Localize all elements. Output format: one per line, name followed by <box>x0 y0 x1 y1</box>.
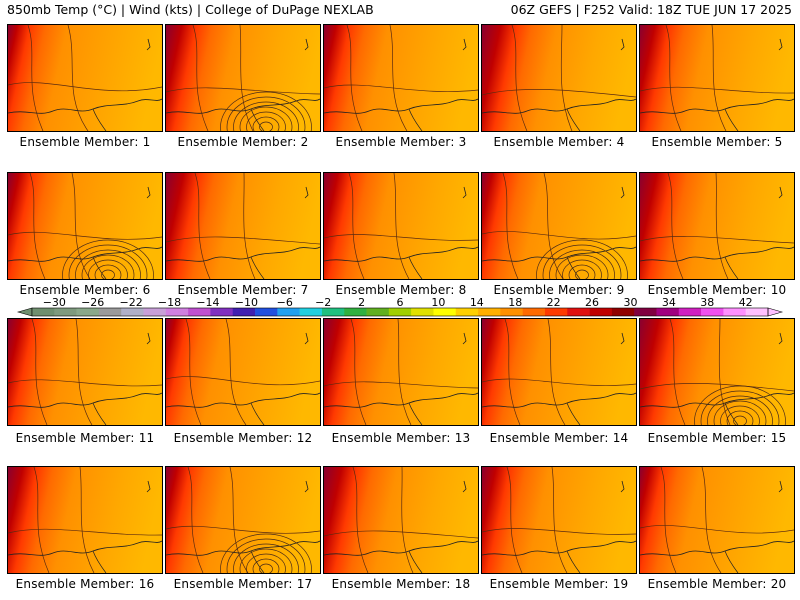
colorbar-tick-label: 22 <box>547 296 561 309</box>
map-title: 850mb Temp (°C) | Wind (kts) | College o… <box>7 2 374 17</box>
ensemble-member-label: Ensemble Member: 13 <box>331 431 471 445</box>
colorbar-swatch <box>188 308 211 316</box>
colorbar-tick-label: 42 <box>739 296 753 309</box>
colorbar-swatch <box>589 308 613 316</box>
ensemble-member-map <box>639 318 795 426</box>
colorbar-tick-label: 18 <box>508 296 522 309</box>
ensemble-member-map <box>7 466 163 574</box>
colorbar-swatch <box>500 308 523 316</box>
ensemble-member-label: Ensemble Member: 14 <box>489 431 629 445</box>
colorbar-tick-label: 38 <box>700 296 714 309</box>
colorbar-tick-label: 10 <box>431 296 445 309</box>
ensemble-member-map <box>323 466 479 574</box>
colorbar-swatch <box>165 308 189 316</box>
colorbar-swatch <box>344 308 367 316</box>
ensemble-member-label: Ensemble Member: 15 <box>647 431 787 445</box>
ensemble-member-label: Ensemble Member: 16 <box>15 577 155 591</box>
ensemble-member-label: Ensemble Member: 7 <box>177 283 309 297</box>
ensemble-member-label: Ensemble Member: 19 <box>489 577 629 591</box>
colorbar-swatch <box>321 308 345 316</box>
ensemble-member-map <box>481 466 637 574</box>
ensemble-member-map <box>323 172 479 280</box>
ensemble-member-map <box>481 318 637 426</box>
colorbar-swatch <box>388 308 412 316</box>
ensemble-member-label: Ensemble Member: 4 <box>493 135 625 149</box>
ensemble-member-map <box>323 318 479 426</box>
ensemble-member-map <box>323 24 479 132</box>
ensemble-member-map <box>639 466 795 574</box>
colorbar-tick-label: −14 <box>196 296 219 309</box>
colorbar-swatch <box>634 308 657 316</box>
ensemble-member-map <box>639 24 795 132</box>
colorbar-tick-label: −26 <box>81 296 104 309</box>
colorbar-swatch <box>611 308 635 316</box>
colorbar-arrow-high <box>767 307 784 317</box>
colorbar-arrow-low <box>16 307 33 317</box>
colorbar-swatch <box>277 308 300 316</box>
ensemble-member-label: Ensemble Member: 17 <box>173 577 313 591</box>
ensemble-member-label: Ensemble Member: 9 <box>493 283 625 297</box>
colorbar-tick-label: −30 <box>43 296 66 309</box>
ensemble-member-label: Ensemble Member: 20 <box>647 577 787 591</box>
colorbar-swatch <box>522 308 546 316</box>
colorbar-swatch <box>656 308 680 316</box>
colorbar-swatch <box>143 308 167 316</box>
colorbar-swatch <box>121 308 144 316</box>
colorbar-tick-label: 26 <box>585 296 599 309</box>
colorbar-swatch <box>366 308 390 316</box>
colorbar-swatch <box>567 308 590 316</box>
colorbar-swatch <box>701 308 724 316</box>
ensemble-member-label: Ensemble Member: 8 <box>335 283 467 297</box>
colorbar-swatch <box>745 308 769 316</box>
ensemble-member-label: Ensemble Member: 5 <box>651 135 783 149</box>
ensemble-member-label: Ensemble Member: 12 <box>173 431 313 445</box>
colorbar-tick-label: 14 <box>470 296 484 309</box>
colorbar-tick-label: 6 <box>397 296 404 309</box>
ensemble-member-label: Ensemble Member: 1 <box>19 135 151 149</box>
colorbar-swatch <box>98 308 122 316</box>
ensemble-member-map <box>165 466 321 574</box>
colorbar-swatch <box>544 308 568 316</box>
ensemble-member-map <box>7 24 163 132</box>
ensemble-member-label: Ensemble Member: 2 <box>177 135 309 149</box>
ensemble-member-label: Ensemble Member: 18 <box>331 577 471 591</box>
colorbar-tick-label: −22 <box>120 296 143 309</box>
ensemble-member-map <box>639 172 795 280</box>
colorbar-swatch <box>723 308 746 316</box>
colorbar-tick-label: −10 <box>235 296 258 309</box>
ensemble-member-map <box>165 172 321 280</box>
colorbar-tick-label: 34 <box>662 296 676 309</box>
colorbar-swatch <box>455 308 479 316</box>
ensemble-member-label: Ensemble Member: 11 <box>15 431 155 445</box>
colorbar-tick-label: 2 <box>358 296 365 309</box>
colorbar-tick-label: −2 <box>315 296 331 309</box>
ensemble-member-map <box>481 24 637 132</box>
colorbar-swatch <box>299 308 323 316</box>
run-valid-time: 06Z GEFS | F252 Valid: 18Z TUE JUN 17 20… <box>510 2 792 17</box>
ensemble-member-map <box>165 318 321 426</box>
colorbar-swatch <box>210 308 234 316</box>
colorbar-tick-label: 30 <box>623 296 637 309</box>
ensemble-member-map <box>7 172 163 280</box>
colorbar-swatch <box>32 308 55 316</box>
colorbar-swatch <box>478 308 501 316</box>
colorbar-swatch <box>433 308 457 316</box>
ensemble-member-label: Ensemble Member: 6 <box>19 283 151 297</box>
colorbar-tick-label: −6 <box>277 296 293 309</box>
colorbar-swatch <box>232 308 256 316</box>
ensemble-member-map <box>165 24 321 132</box>
colorbar-swatch <box>54 308 77 316</box>
ensemble-member-map <box>481 172 637 280</box>
colorbar-swatch <box>76 308 100 316</box>
temperature-colorbar: −30 −26 −22 −18 −14 −10 −6 −2 2 6 10 14 18 22 26 30 34 38… <box>16 296 784 317</box>
colorbar-swatch <box>411 308 434 316</box>
colorbar-tick-label: −18 <box>158 296 181 309</box>
ensemble-member-label: Ensemble Member: 10 <box>647 283 787 297</box>
colorbar-swatch <box>255 308 278 316</box>
ensemble-member-map <box>7 318 163 426</box>
ensemble-member-label: Ensemble Member: 3 <box>335 135 467 149</box>
colorbar-swatch <box>678 308 702 316</box>
